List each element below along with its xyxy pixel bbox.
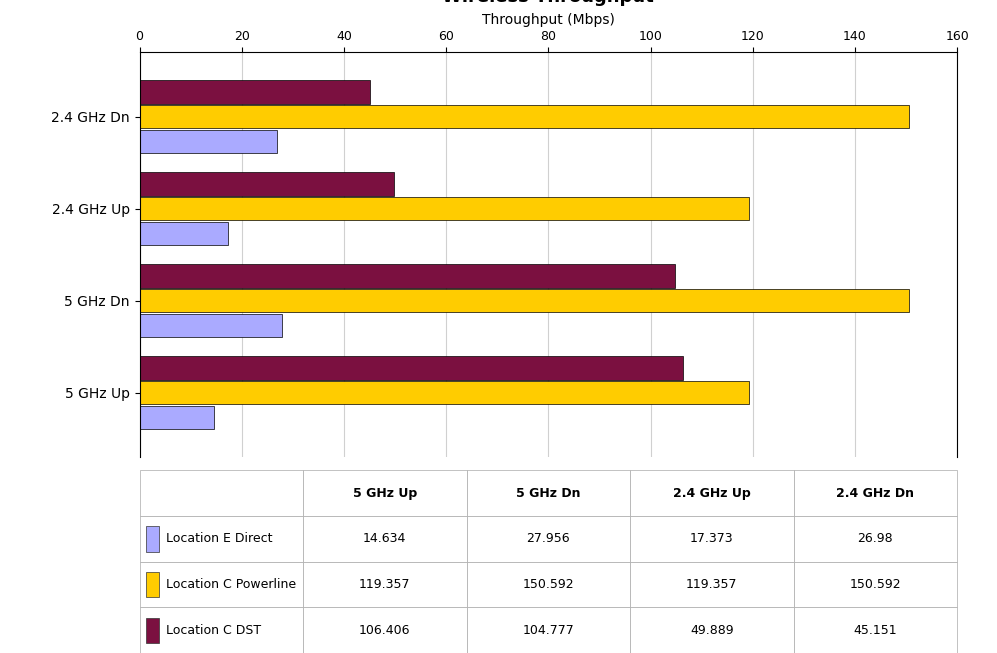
- FancyBboxPatch shape: [147, 618, 160, 643]
- Title: Wireless Throughput: Wireless Throughput: [443, 0, 654, 6]
- FancyBboxPatch shape: [147, 572, 160, 597]
- Bar: [140, 222, 228, 246]
- Bar: [140, 172, 395, 196]
- Bar: [140, 80, 370, 104]
- Bar: [140, 313, 282, 338]
- Text: Location C Powerline: Location C Powerline: [166, 578, 296, 591]
- Text: Location C DST: Location C DST: [166, 624, 261, 637]
- Bar: [140, 130, 277, 153]
- Bar: [140, 197, 750, 221]
- Text: Location E Direct: Location E Direct: [166, 532, 272, 545]
- Bar: [140, 356, 683, 379]
- FancyBboxPatch shape: [147, 526, 160, 552]
- Bar: [140, 406, 214, 429]
- Bar: [140, 264, 675, 287]
- Bar: [140, 381, 750, 404]
- X-axis label: Throughput (Mbps): Throughput (Mbps): [482, 13, 615, 27]
- Bar: [140, 105, 909, 129]
- Bar: [140, 289, 909, 313]
